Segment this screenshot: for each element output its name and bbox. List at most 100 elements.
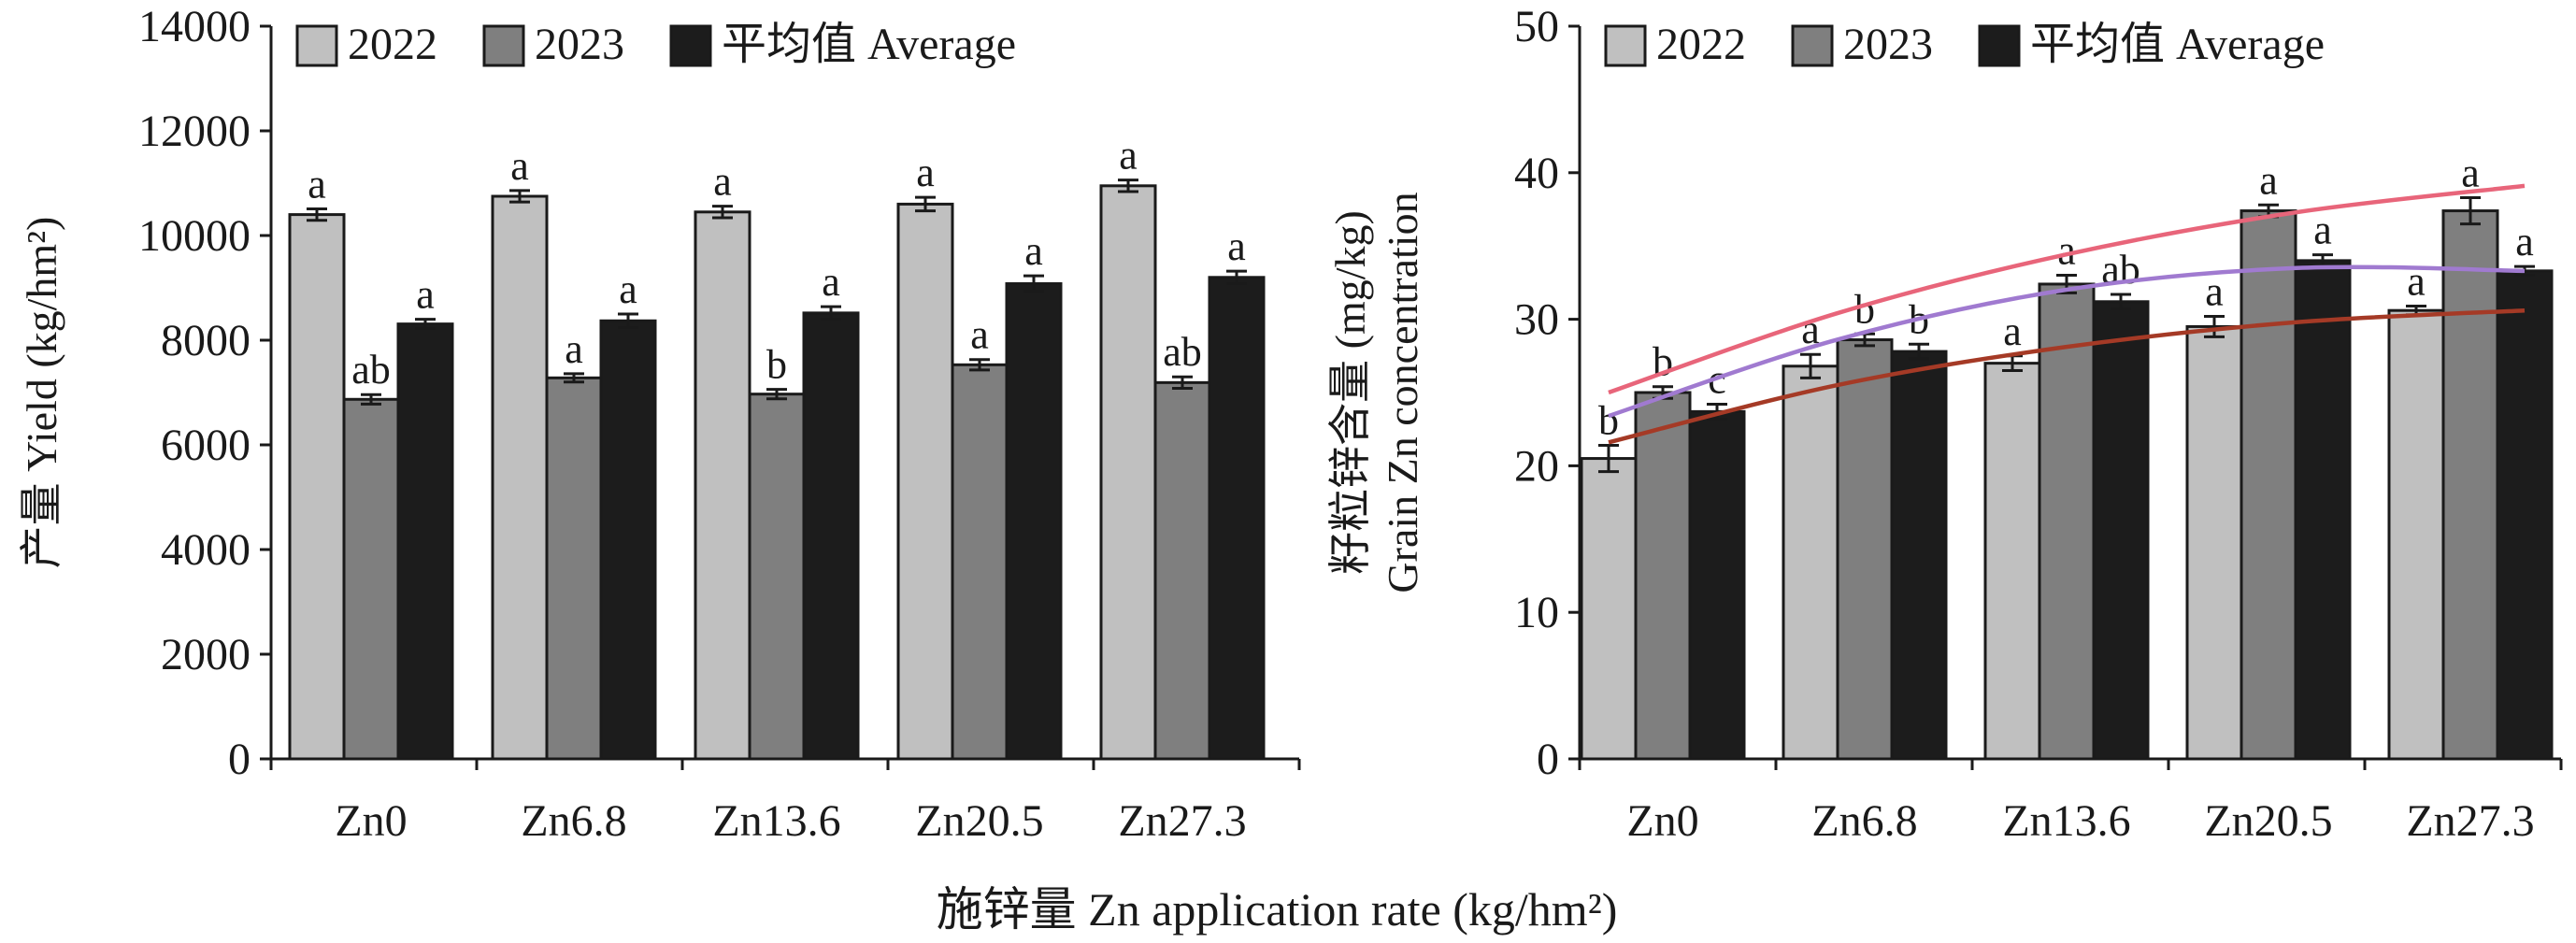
bar [396, 322, 454, 761]
bar [1836, 338, 1894, 761]
significance-label: a [2515, 219, 2534, 264]
bar [802, 311, 860, 761]
bar [1782, 364, 1839, 761]
legend-label: 2022 [348, 20, 437, 69]
bar [1005, 282, 1063, 761]
legend-swatch [1978, 24, 2021, 67]
bar [2496, 269, 2554, 761]
y-axis-title: 籽粒锌含量 (mg/kg) [1326, 210, 1374, 575]
x-tick-label: Zn13.6 [2002, 796, 2130, 846]
bar [2441, 209, 2499, 761]
significance-label: b [1653, 339, 1673, 385]
legend-label: 平均值 Average [2030, 20, 2325, 69]
trend-line [1608, 307, 2526, 445]
significance-label: b [766, 342, 787, 388]
y-axis-title: Grain Zn concentration [1379, 192, 1426, 593]
x-tick-label: Zn13.6 [712, 796, 840, 846]
significance-label: b [1598, 397, 1619, 443]
bar [748, 393, 806, 761]
significance-label: a [2461, 150, 2480, 195]
legend-label: 平均值 Average [722, 20, 1016, 69]
bar [599, 319, 657, 761]
significance-label: a [970, 312, 989, 358]
bar [2294, 259, 2352, 761]
bar [491, 194, 549, 761]
y-tick-label: 10000 [138, 211, 250, 261]
y-tick-label: 6000 [161, 421, 250, 470]
x-tick-label: Zn0 [1626, 796, 1698, 846]
significance-label: a [1119, 133, 1138, 179]
significance-label: a [822, 259, 840, 305]
bar [2387, 308, 2445, 761]
y-tick-label: 8000 [161, 316, 250, 365]
legend-label: 2023 [1843, 20, 1933, 69]
y-tick-label: 4000 [161, 525, 250, 575]
significance-label: a [2407, 258, 2426, 304]
y-axis-title: 产量 Yield (kg/hm²) [18, 217, 65, 569]
legend-label: 2023 [535, 20, 624, 69]
trend-line [1608, 264, 2526, 419]
significance-label: a [565, 326, 583, 372]
significance-label: a [2003, 308, 2022, 354]
bar [1634, 391, 1692, 761]
x-tick-label: Zn0 [335, 796, 407, 846]
bar [694, 210, 751, 761]
y-tick-label: 30 [1514, 295, 1559, 345]
significance-label: a [1024, 228, 1043, 274]
significance-label: a [619, 266, 637, 312]
legend-label: 2022 [1656, 20, 1746, 69]
x-tick-label: Zn20.5 [2204, 796, 2332, 846]
significance-label: a [1227, 223, 1246, 269]
y-tick-label: 40 [1514, 149, 1559, 198]
x-tick-label: Zn6.8 [1811, 796, 1917, 846]
significance-label: ab [1163, 329, 1202, 375]
y-tick-label: 50 [1514, 2, 1559, 51]
legend-swatch [1791, 24, 1834, 67]
x-tick-label: Zn20.5 [915, 796, 1043, 846]
significance-label: a [713, 159, 732, 205]
yield-chart: a a a a aab a ba aba a aa a02000400060008000100001… [18, 2, 1301, 846]
y-tick-label: 0 [228, 735, 250, 784]
y-tick-label: 12000 [138, 107, 250, 156]
bar [2240, 209, 2297, 761]
significance-label: b [1854, 286, 1875, 332]
trend-line [1608, 183, 2526, 395]
y-tick-label: 20 [1514, 441, 1559, 491]
legend-swatch [295, 24, 338, 67]
y-tick-label: 0 [1537, 735, 1559, 784]
x-tick-label: Zn27.3 [1118, 796, 1246, 846]
bar [951, 363, 1009, 761]
significance-label: a [916, 150, 935, 195]
bar [896, 202, 954, 761]
x-axis-title: 施锌量 Zn application rate (kg/hm²) [937, 883, 1618, 936]
significance-label: ab [351, 347, 391, 393]
bar [288, 213, 346, 761]
y-tick-label: 14000 [138, 2, 250, 51]
legend-swatch [669, 24, 712, 67]
bar [1208, 276, 1266, 761]
bar [342, 397, 400, 761]
bar [1580, 457, 1638, 761]
significance-label: a [308, 161, 326, 207]
y-tick-label: 10 [1514, 588, 1559, 637]
significance-label: a [2205, 268, 2224, 314]
x-tick-label: Zn27.3 [2406, 796, 2534, 846]
bar [545, 376, 603, 761]
legend-swatch [1604, 24, 1647, 67]
legend-swatch [482, 24, 525, 67]
bar [1099, 184, 1157, 761]
y-tick-label: 2000 [161, 630, 250, 679]
significance-label: a [510, 143, 529, 189]
bar [1153, 380, 1211, 761]
bar [2038, 282, 2096, 761]
bar [1983, 362, 2041, 761]
significance-label: a [2313, 207, 2332, 253]
significance-label: a [2057, 228, 2076, 274]
bar [1688, 409, 1746, 761]
bar [2185, 324, 2243, 761]
bar [2092, 300, 2150, 761]
x-tick-label: Zn6.8 [521, 796, 626, 846]
significance-label: a [2259, 157, 2278, 203]
